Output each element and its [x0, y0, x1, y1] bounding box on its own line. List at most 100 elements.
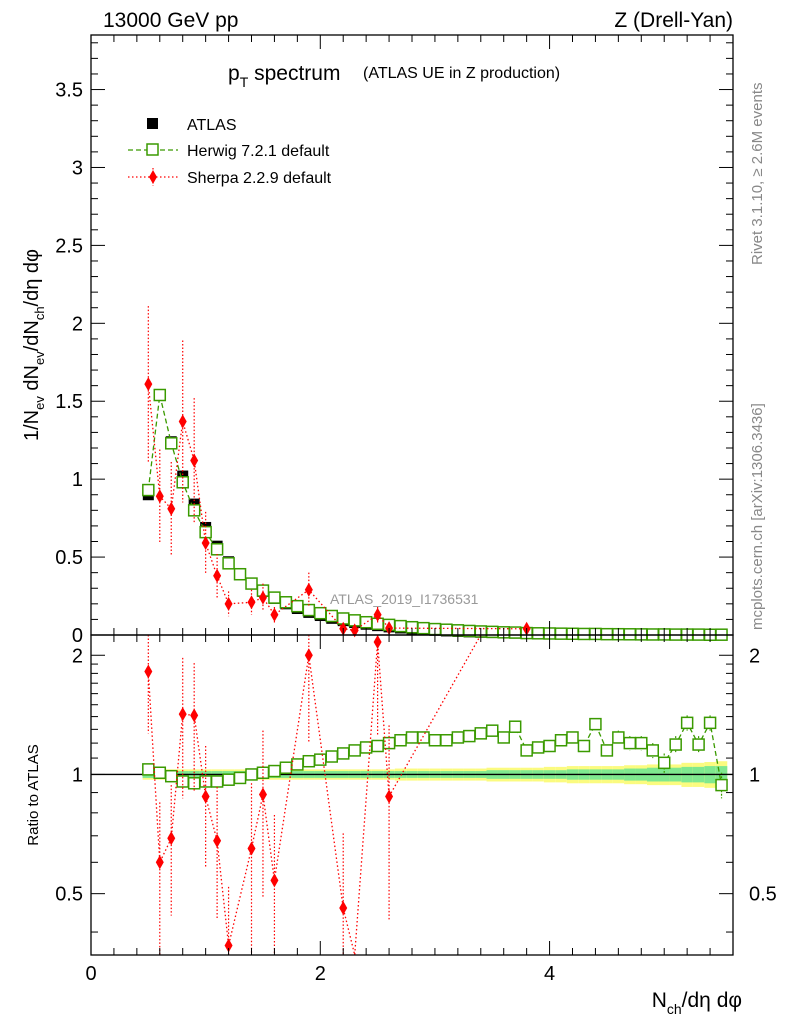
xtick-label: 2 — [315, 963, 326, 985]
ratio-herwig-point — [646, 744, 659, 757]
mcplots-label: mcplots.cern.ch [arXiv:1306.3436] — [749, 403, 766, 630]
main-ytick-label: 0.5 — [55, 547, 83, 569]
sherpa-point — [373, 607, 382, 622]
ratio-herwig-point — [657, 756, 671, 770]
sherpa-point — [213, 568, 222, 583]
ratio-ytick-label: 2 — [72, 645, 83, 667]
herwig-point — [199, 525, 212, 539]
ratio-herwig-point — [623, 736, 637, 750]
ratio-herwig-point — [520, 744, 533, 757]
ratio-sherpa-point — [213, 833, 222, 848]
herwig-point — [291, 599, 304, 613]
sherpa-point — [190, 453, 199, 468]
ratio-sherpa-point — [201, 789, 210, 804]
ratio-herwig-point — [268, 764, 281, 778]
ratio-sherpa-point — [178, 707, 187, 722]
header-right: Z (Drell-Yan) — [614, 9, 733, 32]
header-left: 13000 GeV pp — [103, 9, 238, 32]
ratio-sherpa-point — [224, 938, 233, 953]
ratio-herwig-point — [428, 734, 442, 747]
ratio-herwig-point — [394, 734, 407, 747]
ratio-sherpa-point — [385, 789, 394, 804]
ratio-herwig-point — [474, 727, 488, 740]
herwig-point — [268, 591, 281, 604]
watermark: ATLAS_2019_I1736531 — [330, 591, 479, 607]
ratio-sherpa-point — [304, 648, 313, 663]
ratio-ytick-label: 1 — [72, 764, 83, 786]
main-axis-ticks: 0 0.5 1 1.5 2 2.5 3 3.5 — [55, 35, 734, 647]
title-sub: T — [240, 74, 249, 90]
sherpa-point — [270, 607, 279, 622]
main-ytick-label: 1 — [72, 469, 83, 491]
herwig-point — [222, 557, 235, 570]
ratio-sherpa-point — [258, 787, 267, 802]
herwig-point — [302, 603, 316, 617]
ratio-herwig-point — [233, 771, 247, 785]
ratio-herwig-point — [291, 758, 304, 771]
ratio-herwig-point — [440, 734, 453, 747]
sherpa-point — [178, 414, 187, 429]
ratio-herwig-point — [359, 741, 373, 754]
legend-atlas-marker — [147, 118, 158, 129]
ratio-herwig-point — [554, 734, 568, 747]
sherpa-point — [155, 489, 164, 504]
ratio-herwig-point — [405, 731, 419, 744]
herwig-point — [165, 437, 178, 450]
title-p: p — [228, 62, 240, 85]
ratio-herwig-point — [210, 775, 224, 788]
xlabel: Nch/dη dφ — [652, 989, 742, 1017]
ratio-ytick-label: 0.5 — [55, 884, 83, 906]
herwig-point — [623, 628, 637, 641]
main-ytick-label: 1.5 — [55, 391, 83, 413]
ratio-herwig-point — [703, 716, 717, 730]
ratio-herwig-point — [508, 720, 522, 733]
sherpa-point — [144, 377, 153, 392]
ratio-sherpa-point — [373, 635, 382, 650]
ratio-herwig-point — [245, 768, 258, 781]
herwig-point — [554, 627, 568, 640]
ratio-herwig-point — [497, 731, 510, 744]
ratio-herwig-point — [153, 766, 167, 779]
legend-sherpa-label: Sherpa 2.2.9 default — [187, 170, 332, 187]
sherpa-point — [258, 590, 267, 605]
herwig-point — [153, 388, 167, 402]
ratio-herwig-point — [325, 750, 338, 763]
ratio-herwig-point — [486, 724, 499, 737]
ratio-herwig-point — [612, 731, 625, 744]
chart-title: pT spectrum (ATLAS UE in Z production) — [228, 62, 560, 90]
sherpa-point — [247, 595, 256, 610]
ratio-herwig-point — [371, 739, 384, 753]
ratio-herwig-point — [302, 754, 316, 768]
ratio-herwig-point — [692, 738, 705, 751]
legend: ATLAS Herwig 7.2.1 default Sherpa 2.2.9 … — [128, 117, 332, 187]
ratio-herwig-point — [142, 763, 155, 776]
ratio-herwig-point — [279, 761, 293, 774]
ratio-herwig-point — [566, 731, 579, 744]
sherpa-point — [201, 536, 210, 551]
sherpa-line — [147, 384, 527, 631]
herwig-point — [210, 543, 224, 556]
main-ylabel: 1/Nev dNev/dNch/dη dφ — [21, 249, 47, 441]
legend-herwig-label: Herwig 7.2.1 default — [187, 143, 330, 160]
ratio-ytick-label-right: 0.5 — [749, 884, 777, 906]
ratio-herwig-point — [336, 747, 350, 760]
ratio-herwig-point — [669, 738, 682, 751]
herwig-point — [359, 615, 373, 629]
sherpa-point — [167, 501, 176, 516]
herwig-point — [142, 483, 155, 497]
svg-text:pT spectrum: pT spectrum — [228, 62, 340, 90]
ratio-herwig-point — [635, 736, 648, 750]
herwig-point — [233, 567, 247, 581]
xtick-label: 4 — [544, 963, 555, 985]
herwig-point — [577, 627, 591, 641]
main-ytick-label: 0 — [72, 625, 83, 647]
ratio-herwig-point — [165, 769, 178, 783]
herwig-point — [600, 627, 614, 641]
ratio-sherpa-point — [144, 664, 153, 679]
rivet-label: Rivet 3.1.10, ≥ 2.6M events — [749, 83, 766, 266]
ratio-ylabel: Ratio to ATLAS — [25, 744, 42, 845]
main-ytick-label: 2 — [72, 313, 83, 335]
ratio-sherpa-point — [190, 708, 199, 723]
legend-sherpa-marker — [149, 170, 157, 184]
